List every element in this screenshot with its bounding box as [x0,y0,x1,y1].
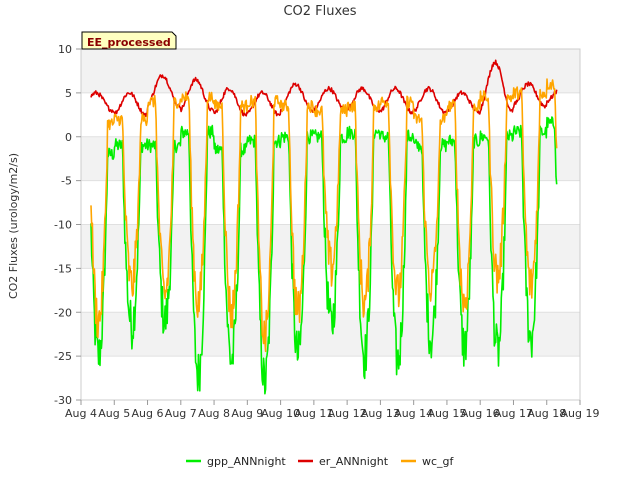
grid-band [81,92,580,137]
legend: gpp_ANNnight er_ANNnight wc_gf [186,455,455,468]
series-line-gpp_ANNnight [90,116,558,395]
chart-title: CO2 Fluxes [283,4,356,19]
x-tick-label: Aug 15 [427,407,466,420]
badge-label: EE_processed [87,36,171,49]
y-tick-label: -10 [54,219,72,232]
x-tick-label: Aug 19 [561,407,600,420]
x-tick-label: Aug 10 [261,407,300,420]
y-tick-label: 5 [65,87,72,100]
grid-band [81,180,580,225]
grid-band [81,356,580,400]
y-tick-label: -25 [54,350,72,363]
legend-label-er_ANNnight: er_ANNnight [319,455,389,468]
y-axis-ticks: 10 5 0 -5 -10 -15 -20 -25 -30 [54,43,81,407]
y-axis-label: CO2 Fluxes (urology/m2/s) [7,153,20,299]
y-tick-label: -20 [54,306,72,319]
x-tick-label: Aug 6 [132,407,164,420]
grid-band [81,49,580,93]
series-line-wc_gf [90,78,558,353]
x-tick-label: Aug 4 [65,407,97,420]
x-tick-label: Aug 16 [461,407,500,420]
x-tick-label: Aug 12 [328,407,367,420]
x-tick-label: Aug 8 [198,407,230,420]
legend-label-gpp_ANNnight: gpp_ANNnight [207,455,286,468]
series-line-er_ANNnight [90,59,558,118]
x-tick-label: Aug 18 [527,407,566,420]
processed-badge: EE_processed [81,31,177,50]
y-tick-label: -15 [54,262,72,275]
series-layer [90,59,558,395]
badge-box [81,31,177,50]
x-tick-label: Aug 11 [294,407,333,420]
x-tick-label: Aug 17 [494,407,533,420]
x-tick-label: Aug 14 [394,407,433,420]
grid-band [81,136,580,181]
y-tick-label: -30 [54,394,72,407]
x-tick-label: Aug 13 [361,407,400,420]
x-tick-label: Aug 7 [165,407,197,420]
y-tick-label: -5 [61,175,72,188]
x-tick-label: Aug 5 [98,407,130,420]
y-tick-label: 10 [58,43,72,56]
y-tick-label: 0 [65,131,72,144]
legend-label-wc_gf: wc_gf [422,455,455,468]
x-tick-label: Aug 9 [231,407,263,420]
grid-band [81,312,580,357]
